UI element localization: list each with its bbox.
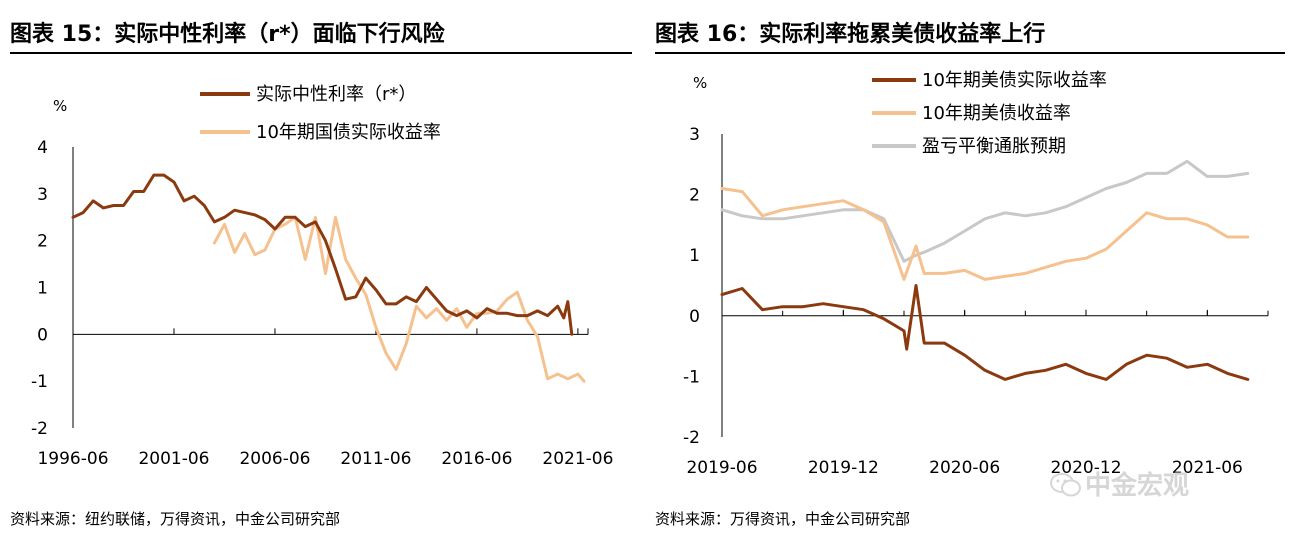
watermark-text: 中金宏观 (1085, 471, 1190, 501)
chart-15-title: 图表 15：实际中性利率（r*）面临下行风险 (10, 22, 445, 47)
chart16-y-tick-label: 3 (689, 125, 700, 145)
chart-16-title-rule (655, 52, 1285, 54)
chart15-y-tick-label: 4 (37, 138, 48, 158)
chart16-x-tick-label: 2021-06 (1172, 458, 1243, 478)
chart-15-title-rule (10, 52, 632, 54)
chart16-x-tick-label: 2020-06 (929, 458, 1000, 478)
chart-16-title: 图表 16：实际利率拖累美债收益率上行 (655, 22, 1046, 47)
chart15-x-tick-label: 2016-06 (441, 449, 512, 469)
chart16-legend-label-1: 10年期美债实际收益率 (922, 70, 1107, 91)
chart15-x-tick-label: 2011-06 (340, 449, 411, 469)
chart16-x-tick-label: 2019-12 (808, 458, 879, 478)
chart15-x-tick-label: 2021-06 (542, 449, 613, 469)
chart16-series-line-1 (720, 284, 1250, 381)
chart16-y-tick-label: 0 (689, 307, 700, 327)
chart15-y-tick-label: 1 (37, 279, 48, 299)
chart15-x-tick-label: 2006-06 (239, 449, 310, 469)
chart15-y-tick-label: 3 (37, 185, 48, 205)
chart16-legend-label-3: 盈亏平衡通胀预期 (922, 136, 1066, 157)
wechat-icon (1050, 473, 1081, 497)
chart16-legend-label-2: 10年期美债收益率 (922, 103, 1071, 124)
chart15-y-tick-label: -1 (31, 372, 48, 392)
chart-16-source: 资料来源：万得资讯，中金公司研究部 (655, 510, 911, 528)
chart16-x-tick-label: 2019-06 (686, 458, 757, 478)
chart15-y-tick-label: 2 (37, 232, 48, 252)
chart-15-source: 资料来源：纽约联储，万得资讯，中金公司研究部 (10, 510, 341, 528)
chart16-series-line-3 (720, 159, 1250, 263)
chart16-series-line-2 (720, 187, 1250, 281)
chart16-y-tick-label: 1 (689, 246, 700, 266)
chart16-x-tick-label: 2020-12 (1050, 458, 1121, 478)
chart16-y-tick-label: -1 (683, 367, 700, 387)
chart15-y-tick-label: -2 (31, 419, 48, 439)
chart15-x-tick-label: 1996-06 (37, 449, 108, 469)
chart15-series-line-2 (212, 215, 586, 383)
chart16-unit-label: % (693, 74, 707, 92)
chart15-y-tick-label: 0 (37, 325, 48, 345)
chart15-unit-label: % (53, 97, 67, 115)
chart16-y-tick-label: -2 (683, 428, 700, 448)
chart15-legend-label-2: 10年期国债实际收益率 (256, 122, 441, 143)
chart15-x-tick-label: 2001-06 (138, 449, 209, 469)
chart16-y-tick-label: 2 (689, 186, 700, 206)
chart15-series-line-1 (71, 173, 574, 336)
chart15-legend-label-1: 实际中性利率（r*） (256, 84, 416, 105)
